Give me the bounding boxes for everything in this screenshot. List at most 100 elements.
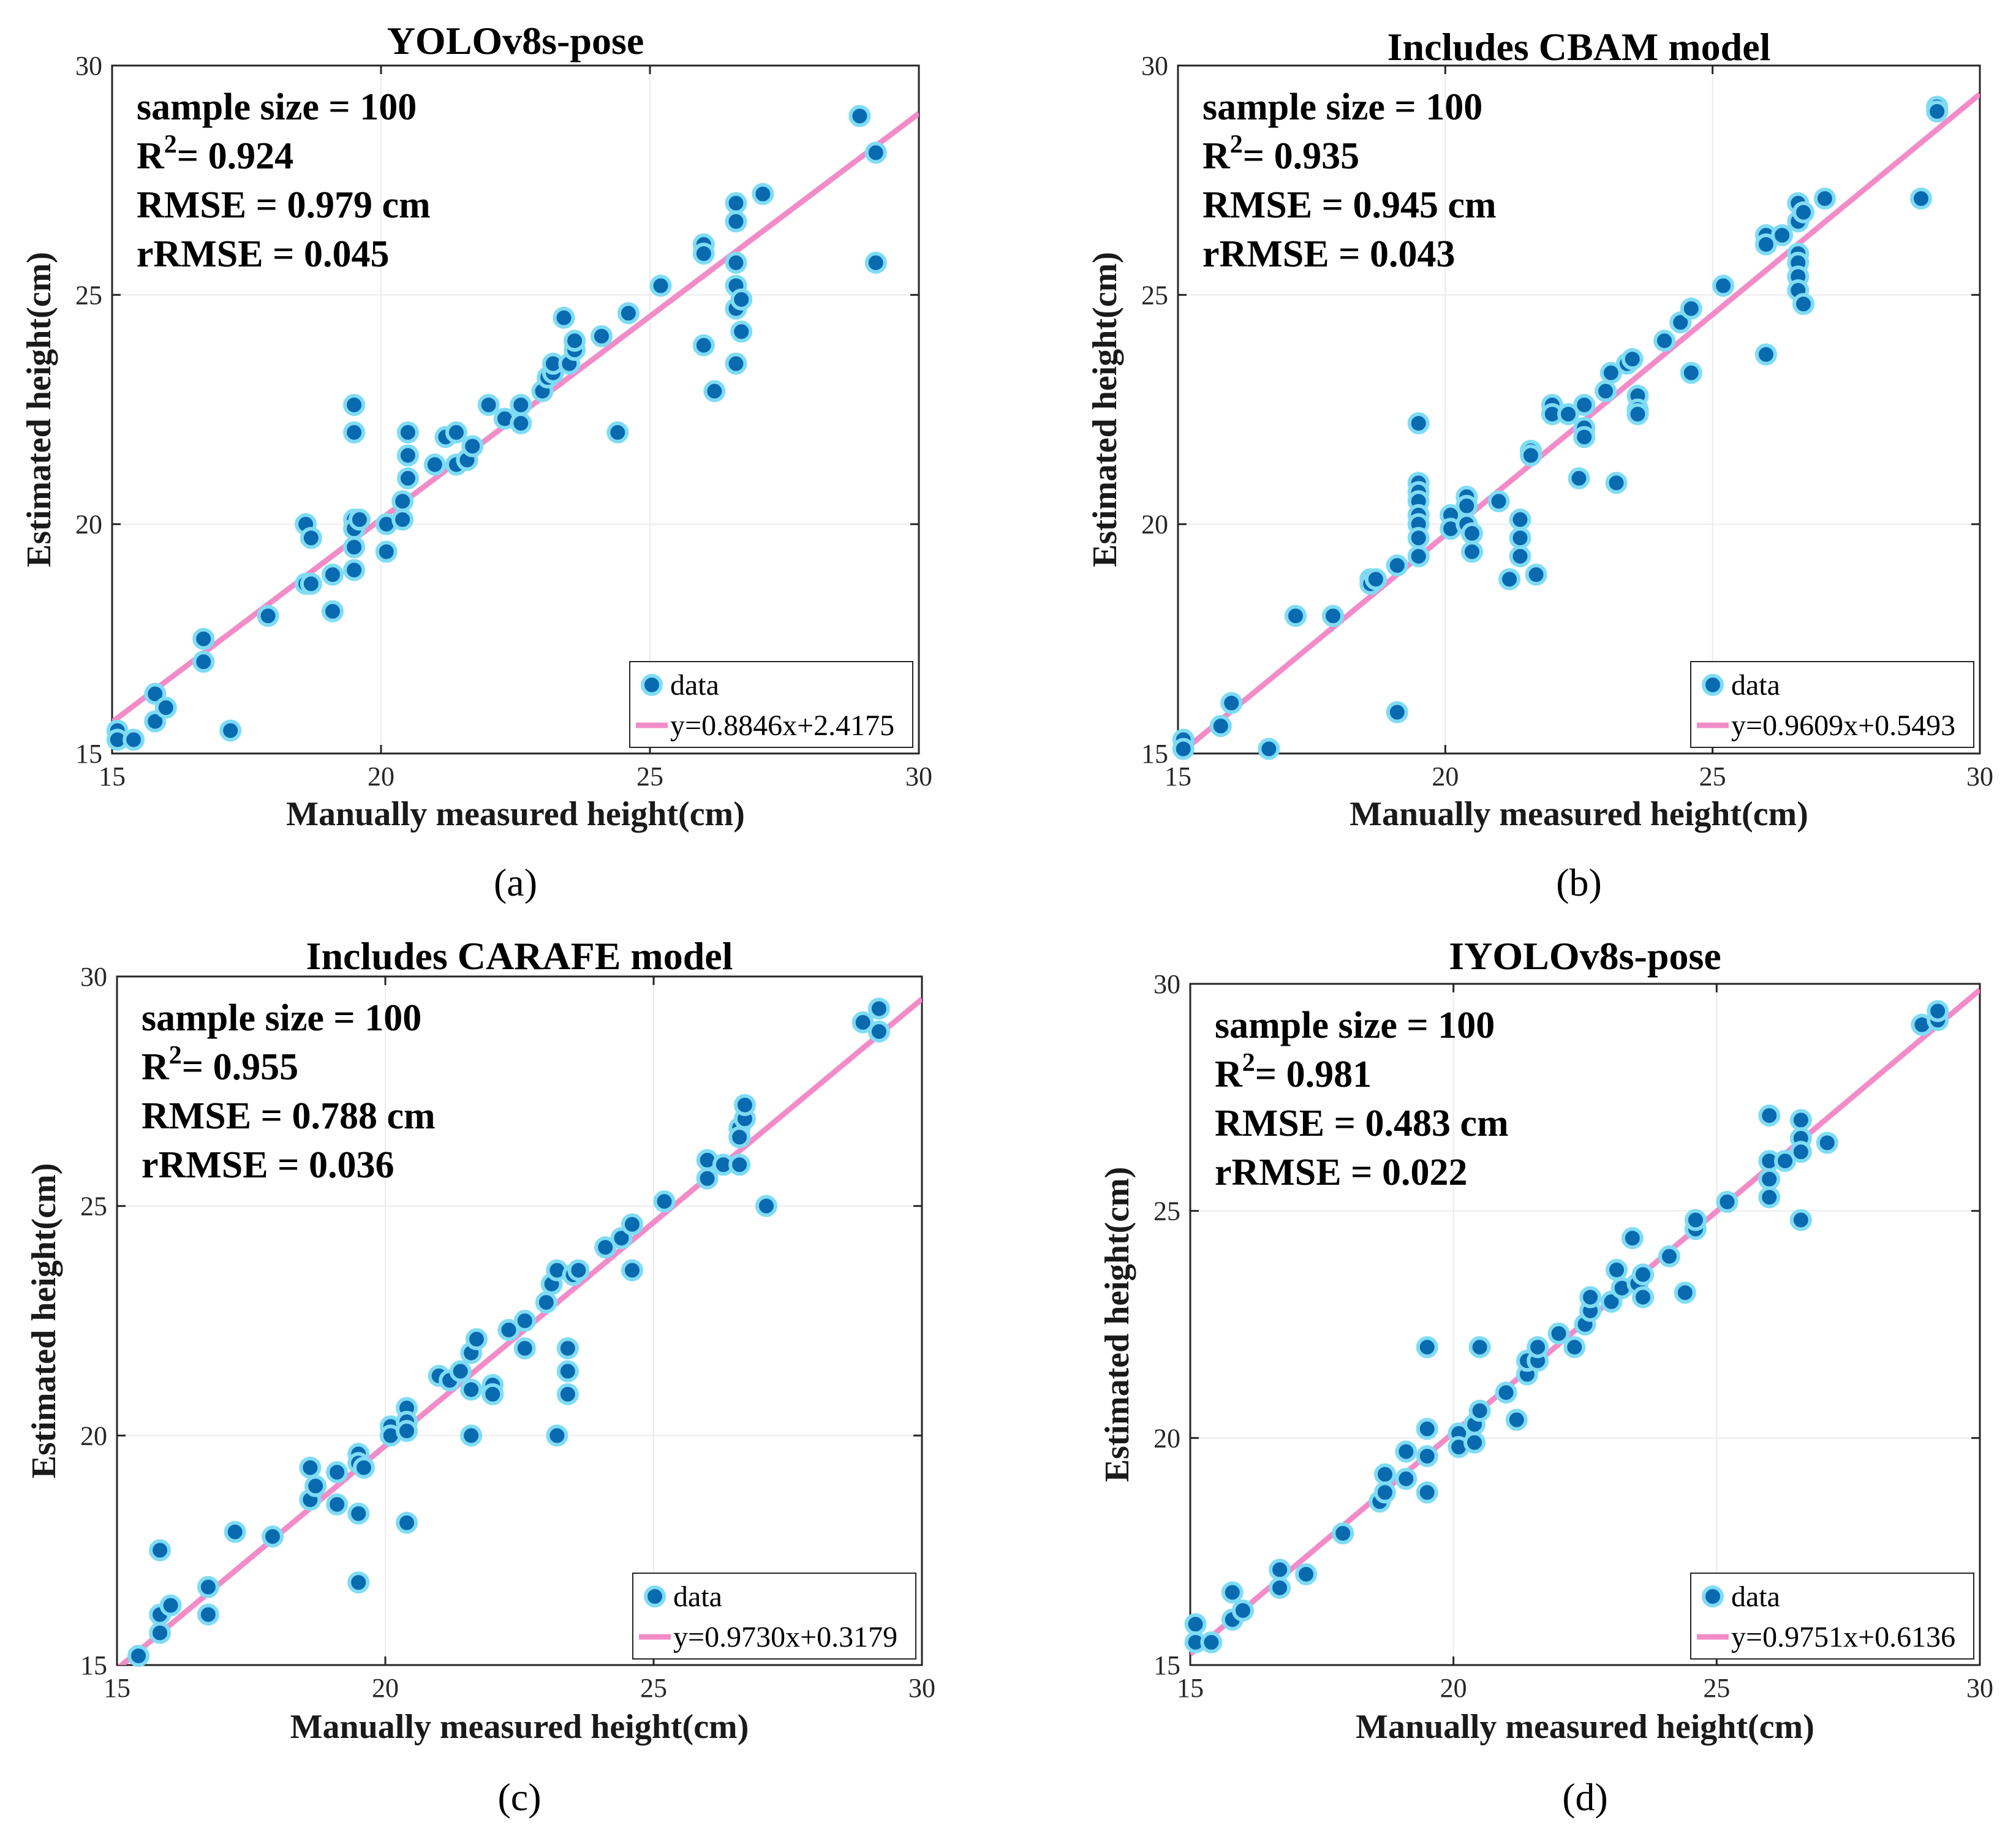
r2-label: R	[1215, 1054, 1243, 1095]
x-axis-label: Manually measured height(cm)	[1356, 1708, 1814, 1746]
data-point	[497, 1318, 520, 1341]
x-tick-label: 20	[1440, 1673, 1467, 1703]
data-point	[1460, 540, 1483, 563]
data-point	[224, 1520, 246, 1543]
data-point	[725, 192, 747, 214]
data-point	[1407, 412, 1430, 434]
data-point	[449, 1360, 472, 1383]
legend-label-fit: y=0.8846x+2.4175	[670, 709, 894, 742]
data-point	[1754, 233, 1777, 255]
data-point	[1771, 224, 1794, 247]
legend-marker-data	[1702, 674, 1724, 696]
data-point	[1547, 1322, 1570, 1345]
data-point	[299, 1456, 322, 1479]
data-point	[1595, 380, 1617, 402]
r2-value: = 0.924	[177, 135, 293, 177]
legend-label-fit: y=0.9730x+0.3179	[673, 1621, 897, 1653]
data-point	[1463, 1431, 1486, 1454]
stat-r2: R2= 0.955	[142, 1041, 298, 1088]
legend-marker-data	[1702, 1585, 1724, 1607]
data-point	[197, 1576, 219, 1598]
data-point	[396, 1511, 418, 1534]
data-point	[1758, 1168, 1781, 1190]
data-point	[1231, 1600, 1254, 1622]
stat-r2: R2= 0.924	[137, 130, 293, 177]
data-point	[1653, 330, 1676, 352]
data-point	[192, 627, 215, 650]
data-point	[321, 564, 344, 586]
stat-rmse: RMSE = 0.483 cm	[1215, 1103, 1509, 1144]
data-point	[1416, 1418, 1438, 1440]
data-point	[1527, 1336, 1549, 1359]
data-point	[610, 1227, 633, 1250]
legend-label-data: data	[1731, 1581, 1780, 1613]
data-point	[703, 380, 726, 402]
data-point	[564, 330, 586, 352]
x-tick-label: 30	[908, 1673, 935, 1703]
plot-frame	[116, 975, 923, 1666]
data-point	[445, 421, 467, 444]
data-point	[730, 288, 753, 311]
data-point	[348, 508, 371, 531]
data-point	[617, 302, 640, 325]
data-point	[460, 1378, 483, 1401]
data-point	[1789, 1209, 1812, 1231]
data-point	[1519, 444, 1542, 467]
x-tick-label: 20	[368, 761, 395, 791]
data-point	[728, 1154, 751, 1176]
y-tick-label: 15	[80, 1650, 107, 1680]
data-point	[1209, 715, 1232, 738]
data-point	[343, 536, 366, 559]
data-point	[692, 334, 715, 357]
data-point	[1792, 201, 1815, 224]
data-point	[1322, 605, 1345, 627]
r2-superscript: 2	[1230, 130, 1243, 159]
stat-rrmse: rRMSE = 0.022	[1215, 1152, 1467, 1193]
data-point	[1284, 605, 1307, 627]
data-point	[127, 1645, 150, 1667]
data-point	[343, 394, 366, 417]
data-point	[755, 1195, 777, 1217]
panel-label: (b)	[1556, 861, 1602, 904]
x-axis-label: Manually measured height(cm)	[290, 1708, 749, 1746]
y-tick-label: 20	[80, 1421, 107, 1451]
data-point	[1509, 508, 1531, 531]
data-point	[1606, 1259, 1628, 1282]
data-point	[1509, 545, 1531, 568]
y-tick-label: 25	[75, 280, 102, 310]
data-point	[1269, 1576, 1291, 1599]
data-point	[535, 1291, 557, 1314]
data-point	[1220, 692, 1243, 714]
data-point	[375, 540, 398, 563]
y-axis-label: Estimated height(cm)	[20, 252, 58, 567]
chart-title: Includes CBAM model	[1387, 25, 1771, 69]
data-point	[1468, 1336, 1491, 1359]
data-point	[461, 435, 484, 458]
legend-label-data: data	[1731, 669, 1780, 701]
data-point	[149, 1539, 172, 1562]
data-point	[123, 728, 145, 751]
data-point	[1816, 1131, 1838, 1154]
data-point	[1455, 494, 1478, 517]
data-point	[1674, 1282, 1696, 1304]
data-point	[1621, 348, 1644, 371]
data-point	[752, 183, 774, 205]
data-point	[1626, 402, 1649, 425]
data-point	[556, 1337, 579, 1359]
y-tick-label: 20	[1153, 1423, 1180, 1453]
data-point	[154, 697, 177, 719]
data-point	[1172, 738, 1195, 760]
data-point	[1386, 554, 1408, 577]
legend-label-fit: y=0.9609x+0.5493	[1731, 709, 1955, 742]
x-tick-label: 30	[905, 761, 932, 791]
data-point	[159, 1594, 182, 1617]
data-point	[1407, 527, 1430, 550]
data-point	[621, 1259, 643, 1282]
y-tick-label: 20	[1141, 510, 1168, 540]
r2-superscript: 2	[169, 1041, 182, 1070]
chart-title: IYOLOv8s-pose	[1449, 934, 1721, 978]
data-point	[513, 1310, 536, 1332]
y-tick-label: 30	[80, 962, 107, 992]
